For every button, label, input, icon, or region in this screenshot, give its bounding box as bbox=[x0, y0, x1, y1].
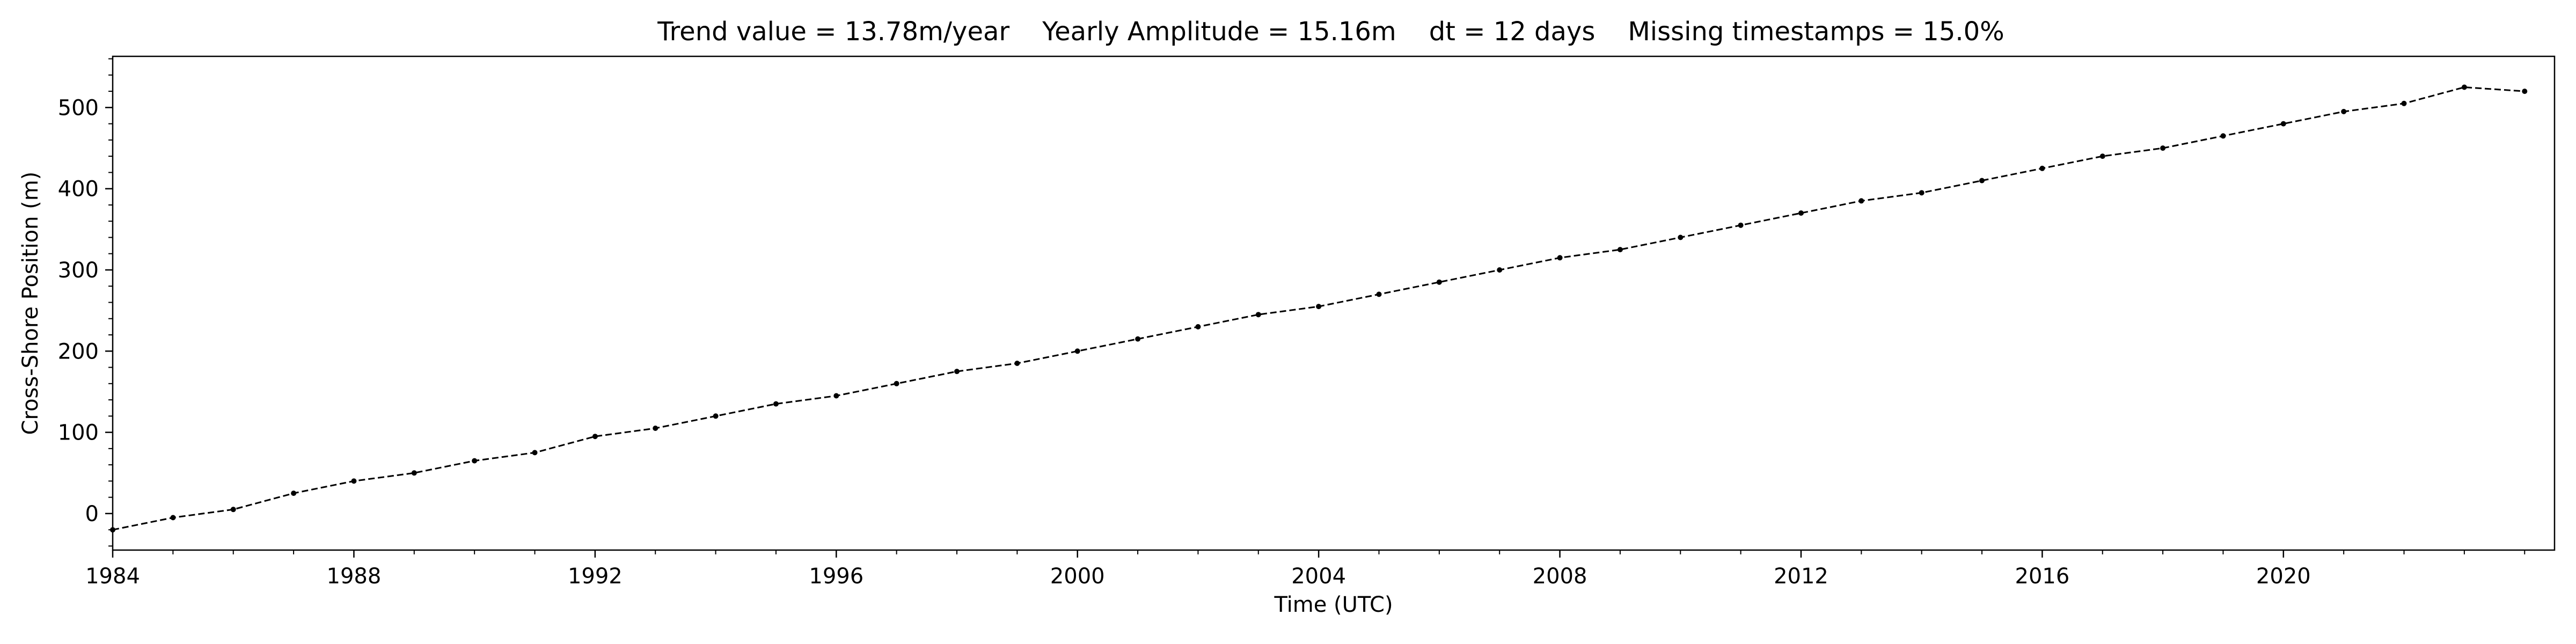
y-tick-label: 100 bbox=[58, 421, 99, 445]
y-tick-label: 500 bbox=[58, 96, 99, 120]
data-point bbox=[1316, 304, 1322, 310]
data-point bbox=[472, 458, 478, 464]
y-tick-label: 300 bbox=[58, 258, 99, 283]
x-tick-label: 2012 bbox=[1774, 564, 1828, 589]
data-point bbox=[532, 450, 538, 456]
data-point bbox=[894, 380, 899, 386]
x-tick-label: 2000 bbox=[1050, 564, 1105, 589]
x-tick-label: 2020 bbox=[2256, 564, 2311, 589]
x-tick-label: 2004 bbox=[1291, 564, 1346, 589]
data-point bbox=[1617, 247, 1623, 253]
data-point bbox=[411, 470, 417, 476]
plot-area bbox=[110, 84, 2528, 533]
data-point bbox=[1979, 178, 1985, 184]
data-point bbox=[1919, 190, 1924, 196]
x-tick-label: 1996 bbox=[809, 564, 863, 589]
y-axis: 0 100 200 300 400 500 bbox=[58, 58, 113, 547]
data-point bbox=[713, 413, 719, 419]
data-point bbox=[2039, 165, 2045, 171]
data-point bbox=[1738, 222, 1744, 228]
y-tick-label: 400 bbox=[58, 177, 99, 202]
x-tick-label: 1992 bbox=[568, 564, 623, 589]
data-point bbox=[1557, 255, 1563, 261]
data-point bbox=[230, 507, 236, 513]
data-point bbox=[1858, 198, 1864, 204]
data-point bbox=[592, 434, 598, 440]
data-point bbox=[954, 369, 960, 375]
data-point bbox=[1074, 348, 1080, 354]
data-point bbox=[2341, 108, 2347, 114]
x-tick-label: 1984 bbox=[85, 564, 140, 589]
data-point bbox=[1497, 267, 1503, 273]
data-point bbox=[1135, 336, 1141, 342]
data-point bbox=[2461, 84, 2467, 90]
data-point bbox=[1436, 279, 1442, 285]
plot-frame bbox=[112, 55, 2556, 551]
data-point bbox=[2401, 100, 2407, 106]
data-point bbox=[291, 491, 297, 496]
data-point bbox=[170, 515, 176, 521]
data-point bbox=[2522, 89, 2528, 94]
data-point bbox=[773, 401, 779, 407]
data-point bbox=[351, 478, 357, 484]
data-point bbox=[833, 393, 839, 399]
data-point bbox=[2160, 145, 2166, 151]
data-point bbox=[1798, 210, 1804, 216]
x-tick-label: 2008 bbox=[1533, 564, 1587, 589]
data-point bbox=[1678, 235, 1684, 240]
x-axis-label: Time (UTC) bbox=[1274, 592, 1393, 617]
x-axis: 1984 1988 1992 1996 2000 2004 2008 2012 2016 2020 bbox=[85, 550, 2526, 589]
data-point bbox=[653, 426, 658, 431]
x-tick-label: 1988 bbox=[327, 564, 382, 589]
data-point bbox=[2280, 121, 2286, 127]
y-axis-label: Cross-Shore Position (m) bbox=[18, 172, 43, 435]
chart-title: Trend value = 13.78m/year Yearly Amplitu… bbox=[657, 17, 2004, 47]
data-point bbox=[1014, 361, 1020, 366]
data-point bbox=[2099, 153, 2105, 159]
data-point bbox=[1195, 324, 1201, 330]
data-point bbox=[2220, 133, 2226, 139]
x-tick-label: 2016 bbox=[2015, 564, 2070, 589]
y-tick-label: 0 bbox=[85, 502, 99, 526]
data-point bbox=[1255, 312, 1261, 318]
y-tick-label: 200 bbox=[58, 339, 99, 364]
data-point bbox=[1376, 291, 1382, 297]
